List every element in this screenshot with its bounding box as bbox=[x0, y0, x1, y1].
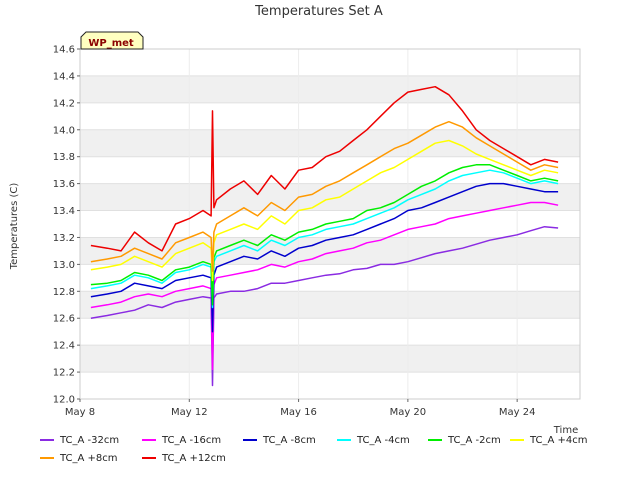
y-tick-label: 12.2 bbox=[53, 368, 75, 379]
y-tick-label: 14.2 bbox=[53, 98, 75, 109]
y-tick-label: 13.0 bbox=[53, 260, 75, 271]
series-line-7 bbox=[90, 85, 559, 252]
x-tick-label: May 8 bbox=[65, 407, 95, 418]
series-lines bbox=[90, 85, 559, 387]
y-tick-label: 13.6 bbox=[53, 179, 75, 190]
x-axis-ticks: May 8 May 12 May 16 May 20 May 24 bbox=[65, 399, 536, 418]
x-tick-label: May 20 bbox=[390, 407, 427, 418]
grid-band bbox=[80, 183, 580, 211]
legend-label: TC_A -8cm bbox=[262, 435, 316, 446]
y-tick-label: 14.4 bbox=[53, 71, 75, 82]
plot-area bbox=[80, 49, 580, 399]
legend-label: TC_A -16cm bbox=[161, 435, 221, 446]
grid-band bbox=[80, 75, 580, 103]
legend-label: TC_A +4cm bbox=[529, 435, 588, 446]
grid-band bbox=[80, 345, 580, 373]
grid-band bbox=[80, 129, 580, 157]
x-tick-label: May 12 bbox=[171, 407, 208, 418]
chart-title: Temperatures Set A bbox=[254, 4, 383, 19]
grid-band bbox=[80, 237, 580, 265]
legend-label: TC_A -32cm bbox=[59, 435, 119, 446]
y-tick-label: 14.0 bbox=[53, 125, 75, 136]
y-tick-label: 14.6 bbox=[53, 45, 75, 56]
series-line-0 bbox=[90, 225, 559, 387]
y-tick-label: 12.0 bbox=[53, 395, 75, 406]
legend-label: TC_A +8cm bbox=[59, 453, 118, 464]
y-tick-label: 13.2 bbox=[53, 233, 75, 244]
y-tick-label: 13.4 bbox=[53, 206, 75, 217]
badge-label: WP_met bbox=[88, 38, 134, 49]
series-line-2 bbox=[90, 182, 559, 333]
y-axis-ticks: 12.0 12.2 12.4 12.6 12.8 13.0 13.2 13.4 13.6 13.8… bbox=[53, 45, 80, 406]
y-axis-label: Temperatures (C) bbox=[9, 183, 20, 271]
x-tick-label: May 16 bbox=[280, 407, 317, 418]
wp-met-badge: WP_met bbox=[80, 31, 144, 50]
series-line-4 bbox=[90, 164, 559, 306]
legend-label: TC_A -2cm bbox=[447, 435, 501, 446]
y-tick-label: 13.8 bbox=[53, 152, 75, 163]
y-tick-label: 12.8 bbox=[53, 287, 75, 298]
y-tick-label: 12.4 bbox=[53, 341, 75, 352]
series-line-6 bbox=[90, 120, 559, 272]
x-axis-label: Time bbox=[553, 425, 578, 436]
legend: TC_A -32cm TC_A -16cm TC_A -8cm TC_A -4cm TC… bbox=[40, 435, 588, 464]
legend-label: TC_A -4cm bbox=[356, 435, 410, 446]
x-tick-label: May 24 bbox=[499, 407, 536, 418]
series-line-1 bbox=[90, 201, 559, 371]
plot-background bbox=[79, 48, 581, 400]
series-line-3 bbox=[90, 169, 559, 309]
series-line-5 bbox=[90, 139, 559, 282]
legend-label: TC_A +12cm bbox=[161, 453, 226, 464]
y-tick-label: 12.6 bbox=[53, 314, 75, 325]
plot-frame bbox=[79, 48, 581, 400]
